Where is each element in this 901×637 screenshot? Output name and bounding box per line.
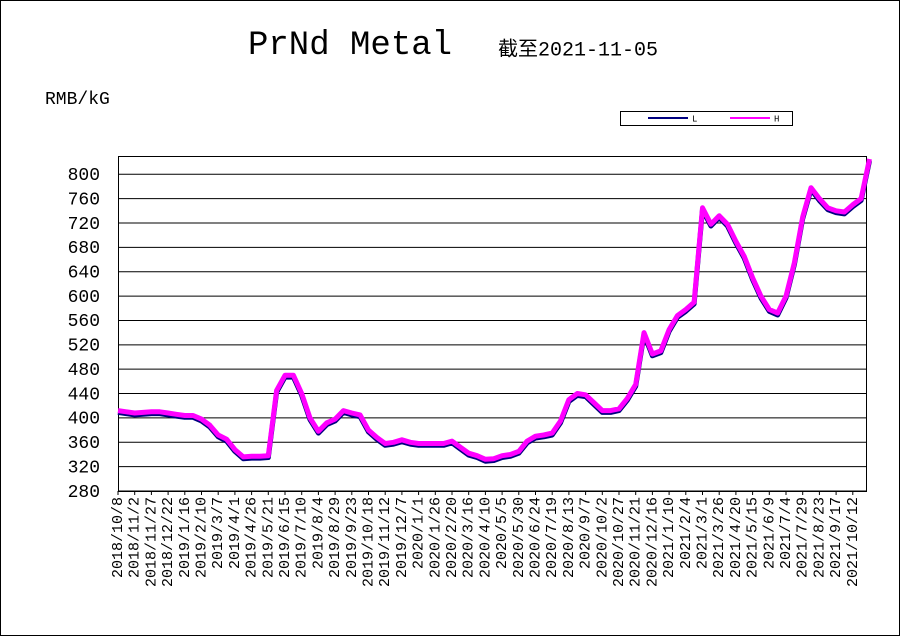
y-tick-label: 720 xyxy=(68,215,100,235)
x-tick-label: 2020/7/19 xyxy=(544,497,561,578)
legend xyxy=(620,111,793,126)
x-tick-label: 2019/8/4 xyxy=(310,497,327,569)
legend-label: L xyxy=(692,114,697,124)
y-tick-label: 560 xyxy=(68,312,100,332)
x-tick-label: 2020/4/10 xyxy=(477,497,494,578)
y-axis-label: RMB/kG xyxy=(45,90,110,110)
x-tick-label: 2020/6/24 xyxy=(527,497,544,578)
y-tick-label: 680 xyxy=(68,239,100,259)
x-tick-label: 2018/12/22 xyxy=(160,497,177,587)
x-tick-label: 2020/10/2 xyxy=(594,497,611,578)
x-tick-label: 2020/11/21 xyxy=(628,497,645,587)
y-tick-label: 600 xyxy=(68,288,100,308)
x-tick-label: 2019/1/16 xyxy=(177,497,194,578)
x-tick-label: 2019/4/1 xyxy=(227,497,244,569)
x-tick-label: 2021/3/26 xyxy=(711,497,728,578)
x-tick-label: 2019/5/21 xyxy=(260,497,277,578)
x-tick-label: 2021/1/10 xyxy=(661,497,678,578)
x-tick-label: 2021/7/4 xyxy=(778,497,795,569)
x-tick-label: 2021/4/20 xyxy=(728,497,745,578)
x-tick-label: 2020/10/27 xyxy=(611,497,628,587)
y-tick-label: 480 xyxy=(68,361,100,381)
x-tick-label: 2021/7/29 xyxy=(795,497,812,578)
y-tick-label: 360 xyxy=(68,434,100,454)
x-tick-label: 2020/5/5 xyxy=(494,497,511,569)
plot-area xyxy=(118,156,867,492)
x-tick-label: 2019/3/7 xyxy=(210,497,227,569)
y-tick-label: 760 xyxy=(68,190,100,210)
x-tick-label: 2019/12/7 xyxy=(394,497,411,578)
x-tick-label: 2021/8/23 xyxy=(811,497,828,578)
x-tick-label: 2018/10/8 xyxy=(110,497,127,578)
y-tick-label: 440 xyxy=(68,385,100,405)
x-tick-label: 2018/11/27 xyxy=(143,497,160,587)
x-tick-label: 2021/6/9 xyxy=(761,497,778,569)
y-tick-label: 640 xyxy=(68,263,100,283)
y-tick-label: 800 xyxy=(68,166,100,186)
x-tick-label: 2019/11/12 xyxy=(377,497,394,587)
legend-label: H xyxy=(774,114,779,124)
x-tick-label: 2020/5/30 xyxy=(511,497,528,578)
x-tick-label: 2021/9/17 xyxy=(828,497,845,578)
x-tick-label: 2021/3/1 xyxy=(694,497,711,569)
chart-subtitle: 截至2021-11-05 xyxy=(498,37,658,62)
x-tick-label: 2018/11/2 xyxy=(127,497,144,578)
x-tick-label: 2020/3/16 xyxy=(461,497,478,578)
x-tick-label: 2019/6/15 xyxy=(277,497,294,578)
x-tick-label: 2019/9/23 xyxy=(344,497,361,578)
x-tick-label: 2020/9/7 xyxy=(578,497,595,569)
x-tick-label: 2019/7/10 xyxy=(294,497,311,578)
y-tick-label: 320 xyxy=(68,458,100,478)
chart-title: PrNd Metal xyxy=(248,27,452,65)
x-tick-label: 2020/8/13 xyxy=(561,497,578,578)
series-line xyxy=(117,158,872,462)
x-tick-label: 2019/8/29 xyxy=(327,497,344,578)
x-tick-label: 2019/4/26 xyxy=(244,497,261,578)
x-tick-label: 2021/5/15 xyxy=(745,497,762,578)
x-tick-label: 2019/10/18 xyxy=(360,497,377,587)
y-tick-label: 400 xyxy=(68,410,100,430)
y-tick-label: 520 xyxy=(68,337,100,357)
x-tick-label: 2019/2/10 xyxy=(193,497,210,578)
x-tick-label: 2020/1/26 xyxy=(427,497,444,578)
x-tick-label: 2020/2/20 xyxy=(444,497,461,578)
x-tick-label: 2021/2/4 xyxy=(678,497,695,569)
x-tick-label: 2021/10/12 xyxy=(845,497,862,587)
x-tick-label: 2020/12/16 xyxy=(644,497,661,587)
y-tick-label: 280 xyxy=(68,483,100,503)
x-tick-label: 2020/1/1 xyxy=(411,497,428,569)
